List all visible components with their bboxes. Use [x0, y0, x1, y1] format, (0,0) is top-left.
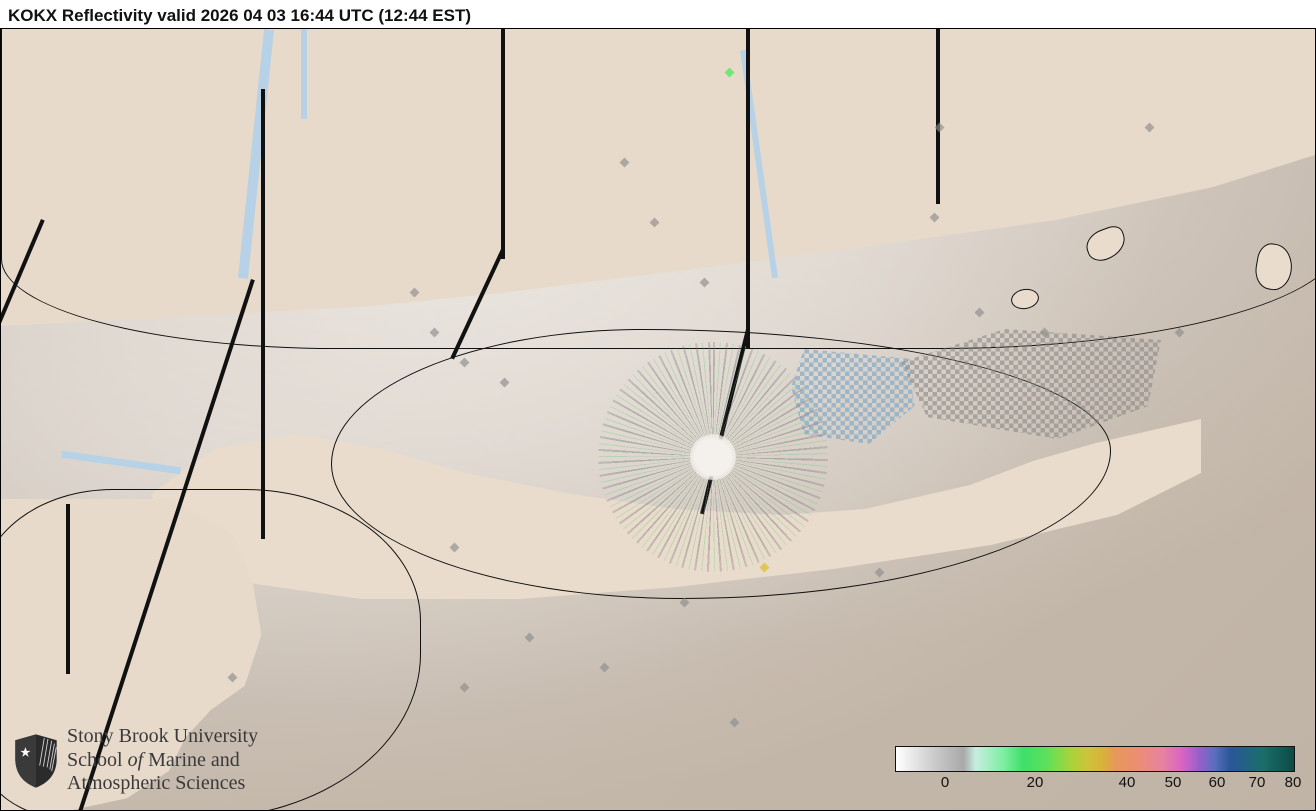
somas-logo-text: Stony Brook University School of Marine …	[67, 725, 258, 796]
radar-map-panel[interactable]: Stony Brook University School of Marine …	[0, 28, 1316, 811]
reflectivity-colorbar[interactable]: 0 20 40 50 60 70 80	[895, 746, 1295, 792]
somas-logo-block: Stony Brook University School of Marine …	[13, 725, 258, 796]
colorbar-ticks: 0 20 40 50 60 70 80	[895, 772, 1295, 792]
radar-site-core	[690, 434, 736, 480]
colorbar-gradient	[895, 746, 1295, 772]
mainland-coastline	[1, 28, 1316, 349]
shield-logo-icon	[13, 733, 59, 789]
